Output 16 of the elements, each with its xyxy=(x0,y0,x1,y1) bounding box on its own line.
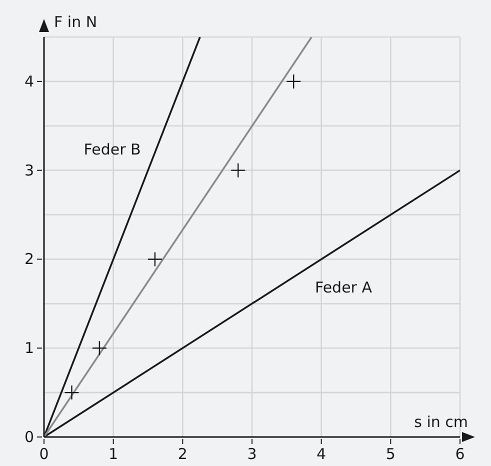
x-tick-label: 6 xyxy=(455,445,465,463)
series-label: Feder B xyxy=(84,140,141,158)
x-tick-label: 2 xyxy=(178,445,188,463)
x-tick-label: 4 xyxy=(316,445,326,463)
y-tick-label: 1 xyxy=(24,339,34,358)
x-tick-label: 1 xyxy=(108,445,118,463)
series-label: Feder A xyxy=(315,278,373,296)
x-tick-label: 3 xyxy=(247,445,257,463)
x-tick-label: 0 xyxy=(39,445,49,463)
y-tick-label: 0 xyxy=(24,428,34,446)
y-tick-label: 3 xyxy=(24,161,34,180)
x-tick-label: 5 xyxy=(386,445,396,463)
y-axis-title: F in N xyxy=(54,13,98,31)
x-axis-title: s in cm xyxy=(414,413,468,431)
y-tick-label: 4 xyxy=(24,72,34,90)
y-tick-label: 2 xyxy=(24,250,34,268)
